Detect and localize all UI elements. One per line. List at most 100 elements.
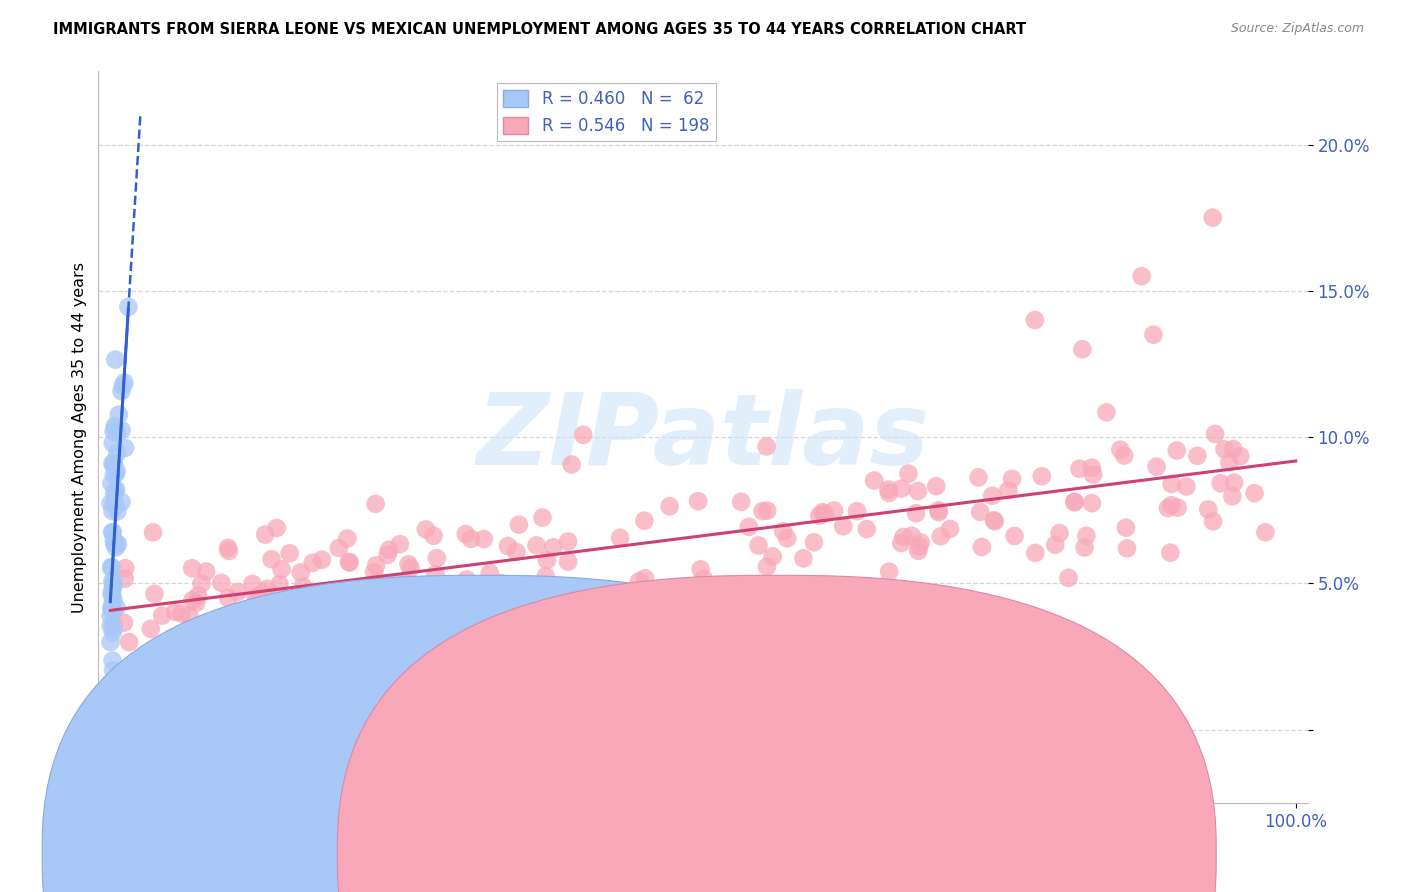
Point [108, 408, 131, 422]
Point [100, 560, 122, 574]
Point [354, 606, 377, 620]
Point [252, 586, 274, 600]
Point [422, 529, 444, 543]
Point [181, 561, 204, 575]
Point [939, 522, 962, 536]
Point [170, 607, 193, 621]
Point [981, 489, 1004, 503]
Point [105, 464, 128, 478]
Point [105, 483, 128, 497]
Point [311, 609, 333, 624]
Point [671, 586, 693, 600]
Point [111, 378, 134, 392]
Point [863, 474, 886, 488]
Point [104, 467, 127, 481]
Point [363, 578, 385, 592]
Point [1076, 529, 1098, 543]
Point [328, 541, 350, 555]
Point [415, 523, 437, 537]
Point [1220, 489, 1243, 503]
Point [103, 575, 125, 590]
Point [997, 483, 1019, 498]
Point [395, 575, 418, 590]
Point [792, 551, 814, 566]
Point [118, 635, 141, 649]
Point [1081, 460, 1104, 475]
Point [627, 608, 650, 623]
Point [534, 569, 557, 583]
Point [970, 540, 993, 554]
Point [101, 436, 124, 450]
Point [377, 548, 399, 562]
Text: Mexicans: Mexicans [801, 847, 873, 862]
Point [270, 562, 292, 576]
Point [337, 555, 360, 569]
Point [101, 606, 124, 620]
Point [927, 503, 949, 517]
Point [751, 504, 773, 518]
Point [1024, 546, 1046, 560]
Point [260, 552, 283, 566]
Point [1083, 467, 1105, 482]
Point [1213, 442, 1236, 457]
Point [226, 585, 249, 599]
Point [1116, 541, 1139, 556]
Point [772, 524, 794, 539]
Point [217, 541, 239, 555]
Point [1157, 501, 1180, 516]
Point [103, 425, 125, 439]
Point [1202, 514, 1225, 528]
Point [373, 607, 395, 622]
Point [290, 566, 312, 580]
Point [1187, 449, 1209, 463]
Point [832, 519, 855, 533]
Point [114, 441, 136, 455]
Point [101, 504, 124, 518]
Point [256, 582, 278, 596]
Point [103, 455, 125, 469]
Point [688, 494, 710, 508]
Point [1114, 449, 1136, 463]
Point [104, 484, 127, 499]
Point [311, 552, 333, 566]
Point [776, 531, 799, 545]
Point [423, 584, 446, 599]
Point [165, 605, 187, 619]
Point [730, 494, 752, 508]
Point [100, 635, 122, 649]
Point [426, 551, 449, 566]
Point [100, 739, 122, 753]
Point [536, 553, 558, 567]
Point [1095, 405, 1118, 419]
Point [969, 505, 991, 519]
Point [1218, 455, 1240, 469]
Point [534, 582, 557, 596]
Point [195, 565, 218, 579]
Point [1160, 477, 1182, 491]
Point [472, 532, 495, 546]
Point [557, 534, 579, 549]
Point [307, 628, 329, 642]
Point [100, 608, 122, 623]
Point [897, 467, 920, 481]
Point [301, 556, 323, 570]
Point [101, 590, 124, 604]
Point [378, 542, 401, 557]
Point [813, 507, 835, 521]
Point [218, 544, 240, 558]
Point [339, 556, 361, 570]
Point [217, 591, 239, 605]
Point [1142, 327, 1164, 342]
Point [150, 608, 173, 623]
Point [270, 649, 292, 664]
Point [907, 483, 929, 498]
Point [280, 624, 302, 638]
Point [139, 622, 162, 636]
Point [747, 539, 769, 553]
Point [187, 589, 209, 603]
Point [378, 587, 401, 601]
Point [627, 574, 650, 589]
Point [103, 533, 125, 548]
Point [1001, 472, 1024, 486]
Y-axis label: Unemployment Among Ages 35 to 44 years: Unemployment Among Ages 35 to 44 years [72, 261, 87, 613]
